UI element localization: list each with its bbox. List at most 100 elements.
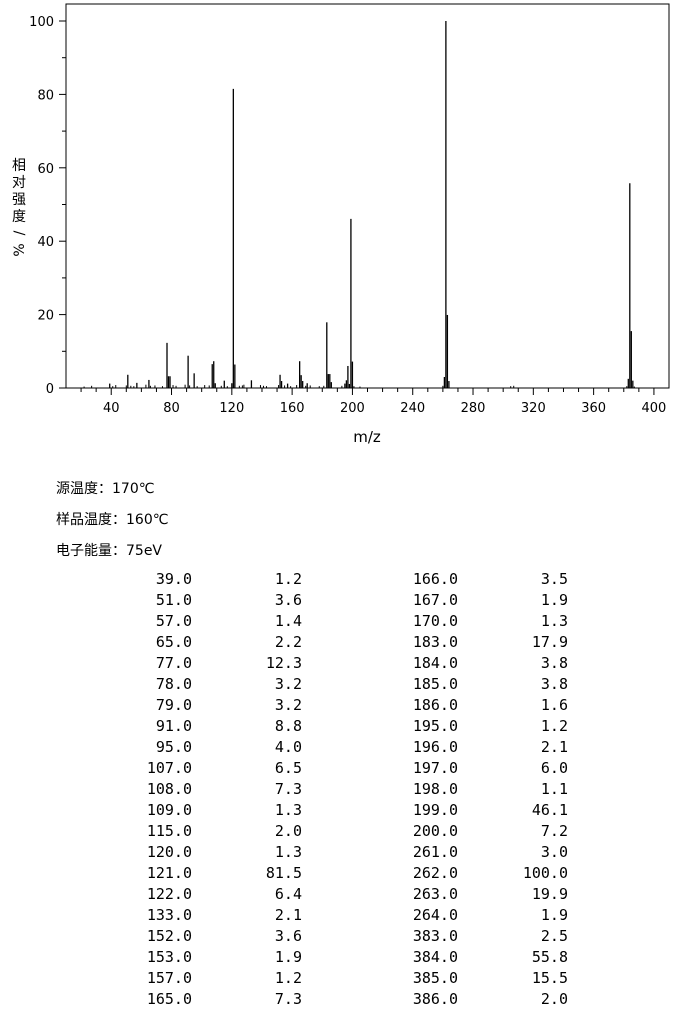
mz-value: 95.0 (155, 738, 192, 756)
table-row: 183.0 17.9 (0, 633, 680, 654)
mz-value: 115.0 (146, 822, 192, 840)
table-row: 79.0 3.2 (0, 696, 680, 717)
x-tick-label: 240 (400, 401, 425, 416)
electron-energy-value: 75eV (126, 543, 163, 559)
intensity-value: 19.9 (531, 885, 568, 903)
x-tick-label: 320 (521, 401, 546, 416)
mz-value: 196.0 (412, 738, 458, 756)
y-tick-label: 60 (37, 162, 54, 177)
intensity-value: 3.0 (540, 843, 568, 861)
mz-value: 384.0 (412, 948, 458, 966)
intensity-value: 1.3 (274, 843, 302, 861)
intensity-value: 1.3 (540, 612, 568, 630)
table-row: 65.0 2.2 (0, 633, 680, 654)
mz-value: 195.0 (412, 717, 458, 735)
mz-value: 383.0 (412, 927, 458, 945)
intensity-value: 15.5 (531, 969, 568, 987)
mz-value: 51.0 (155, 591, 192, 609)
intensity-value: 1.3 (274, 801, 302, 819)
intensity-value: 3.5 (540, 570, 568, 588)
x-tick-label: 160 (280, 401, 305, 416)
x-tick-label: 40 (103, 401, 120, 416)
mz-value: 108.0 (146, 780, 192, 798)
mz-value: 200.0 (412, 822, 458, 840)
table-row: 51.0 3.6 (0, 591, 680, 612)
table-row: 263.0 19.9 (0, 885, 680, 906)
intensity-value: 100.0 (522, 864, 568, 882)
x-tick-label: 80 (163, 401, 180, 416)
x-tick-label: 400 (642, 401, 667, 416)
table-row: 200.0 7.2 (0, 822, 680, 843)
table-row: 261.0 3.0 (0, 843, 680, 864)
mz-value: 165.0 (146, 990, 192, 1008)
mz-value: 183.0 (412, 633, 458, 651)
intensity-value: 3.6 (274, 927, 302, 945)
table-row: 384.0 55.8 (0, 948, 680, 969)
mz-value: 39.0 (155, 570, 192, 588)
y-tick-label: 40 (37, 235, 54, 250)
table-row: 184.0 3.8 (0, 654, 680, 675)
intensity-value: 7.3 (274, 990, 302, 1008)
table-row: 166.0 3.5 (0, 570, 680, 591)
table-row: 153.0 1.9 (0, 948, 680, 969)
table-row: 78.0 3.2 (0, 675, 680, 696)
table-row: 77.0 12.3 (0, 654, 680, 675)
intensity-value: 81.5 (265, 864, 302, 882)
table-row: 186.0 1.6 (0, 696, 680, 717)
mz-value: 262.0 (412, 864, 458, 882)
table-row: 197.0 6.0 (0, 759, 680, 780)
sample-temperature-label: 样品温度： (56, 512, 126, 528)
table-row: 170.0 1.3 (0, 612, 680, 633)
y-axis: 0 20 40 60 80 100 (29, 15, 66, 397)
table-row: 185.0 3.8 (0, 675, 680, 696)
table-row: 152.0 3.6 (0, 927, 680, 948)
mz-value: 79.0 (155, 696, 192, 714)
y-label-char: 强 (12, 192, 26, 208)
table-row: 108.0 7.3 (0, 780, 680, 801)
table-row: 95.0 4.0 (0, 738, 680, 759)
intensity-value: 1.9 (540, 906, 568, 924)
x-tick-label: 360 (581, 401, 606, 416)
intensity-value: 1.2 (274, 570, 302, 588)
mz-value: 107.0 (146, 759, 192, 777)
mz-value: 170.0 (412, 612, 458, 630)
mz-value: 133.0 (146, 906, 192, 924)
table-row: 195.0 1.2 (0, 717, 680, 738)
intensity-value: 2.1 (274, 906, 302, 924)
intensity-value: 3.2 (274, 696, 302, 714)
mz-value: 153.0 (146, 948, 192, 966)
mz-value: 77.0 (155, 654, 192, 672)
table-row: 198.0 1.1 (0, 780, 680, 801)
x-tick-label: 200 (340, 401, 365, 416)
intensity-value: 3.2 (274, 675, 302, 693)
intensity-value: 2.5 (540, 927, 568, 945)
intensity-value: 4.0 (274, 738, 302, 756)
table-row: 165.0 7.3 (0, 990, 680, 1011)
table-row: 122.0 6.4 (0, 885, 680, 906)
mz-value: 65.0 (155, 633, 192, 651)
mz-value: 120.0 (146, 843, 192, 861)
mz-value: 264.0 (412, 906, 458, 924)
intensity-value: 1.1 (540, 780, 568, 798)
mz-value: 184.0 (412, 654, 458, 672)
table-row: 199.0 46.1 (0, 801, 680, 822)
x-axis: 40 80 120 160 200 240 280 320 360 400 (80, 388, 667, 416)
intensity-value: 12.3 (265, 654, 302, 672)
intensity-value: 7.3 (274, 780, 302, 798)
intensity-value: 2.1 (540, 738, 568, 756)
table-row: 157.0 1.2 (0, 969, 680, 990)
intensity-value: 17.9 (531, 633, 568, 651)
intensity-value: 1.9 (274, 948, 302, 966)
y-tick-label: 20 (37, 309, 54, 324)
intensity-value: 8.8 (274, 717, 302, 735)
intensity-value: 1.4 (274, 612, 302, 630)
mz-value: 57.0 (155, 612, 192, 630)
intensity-value: 1.2 (540, 717, 568, 735)
mz-value: 185.0 (412, 675, 458, 693)
table-row: 133.0 2.1 (0, 906, 680, 927)
plot-frame (65, 3, 670, 389)
table-row: 57.0 1.4 (0, 612, 680, 633)
intensity-value: 3.8 (540, 654, 568, 672)
intensity-value: 6.5 (274, 759, 302, 777)
